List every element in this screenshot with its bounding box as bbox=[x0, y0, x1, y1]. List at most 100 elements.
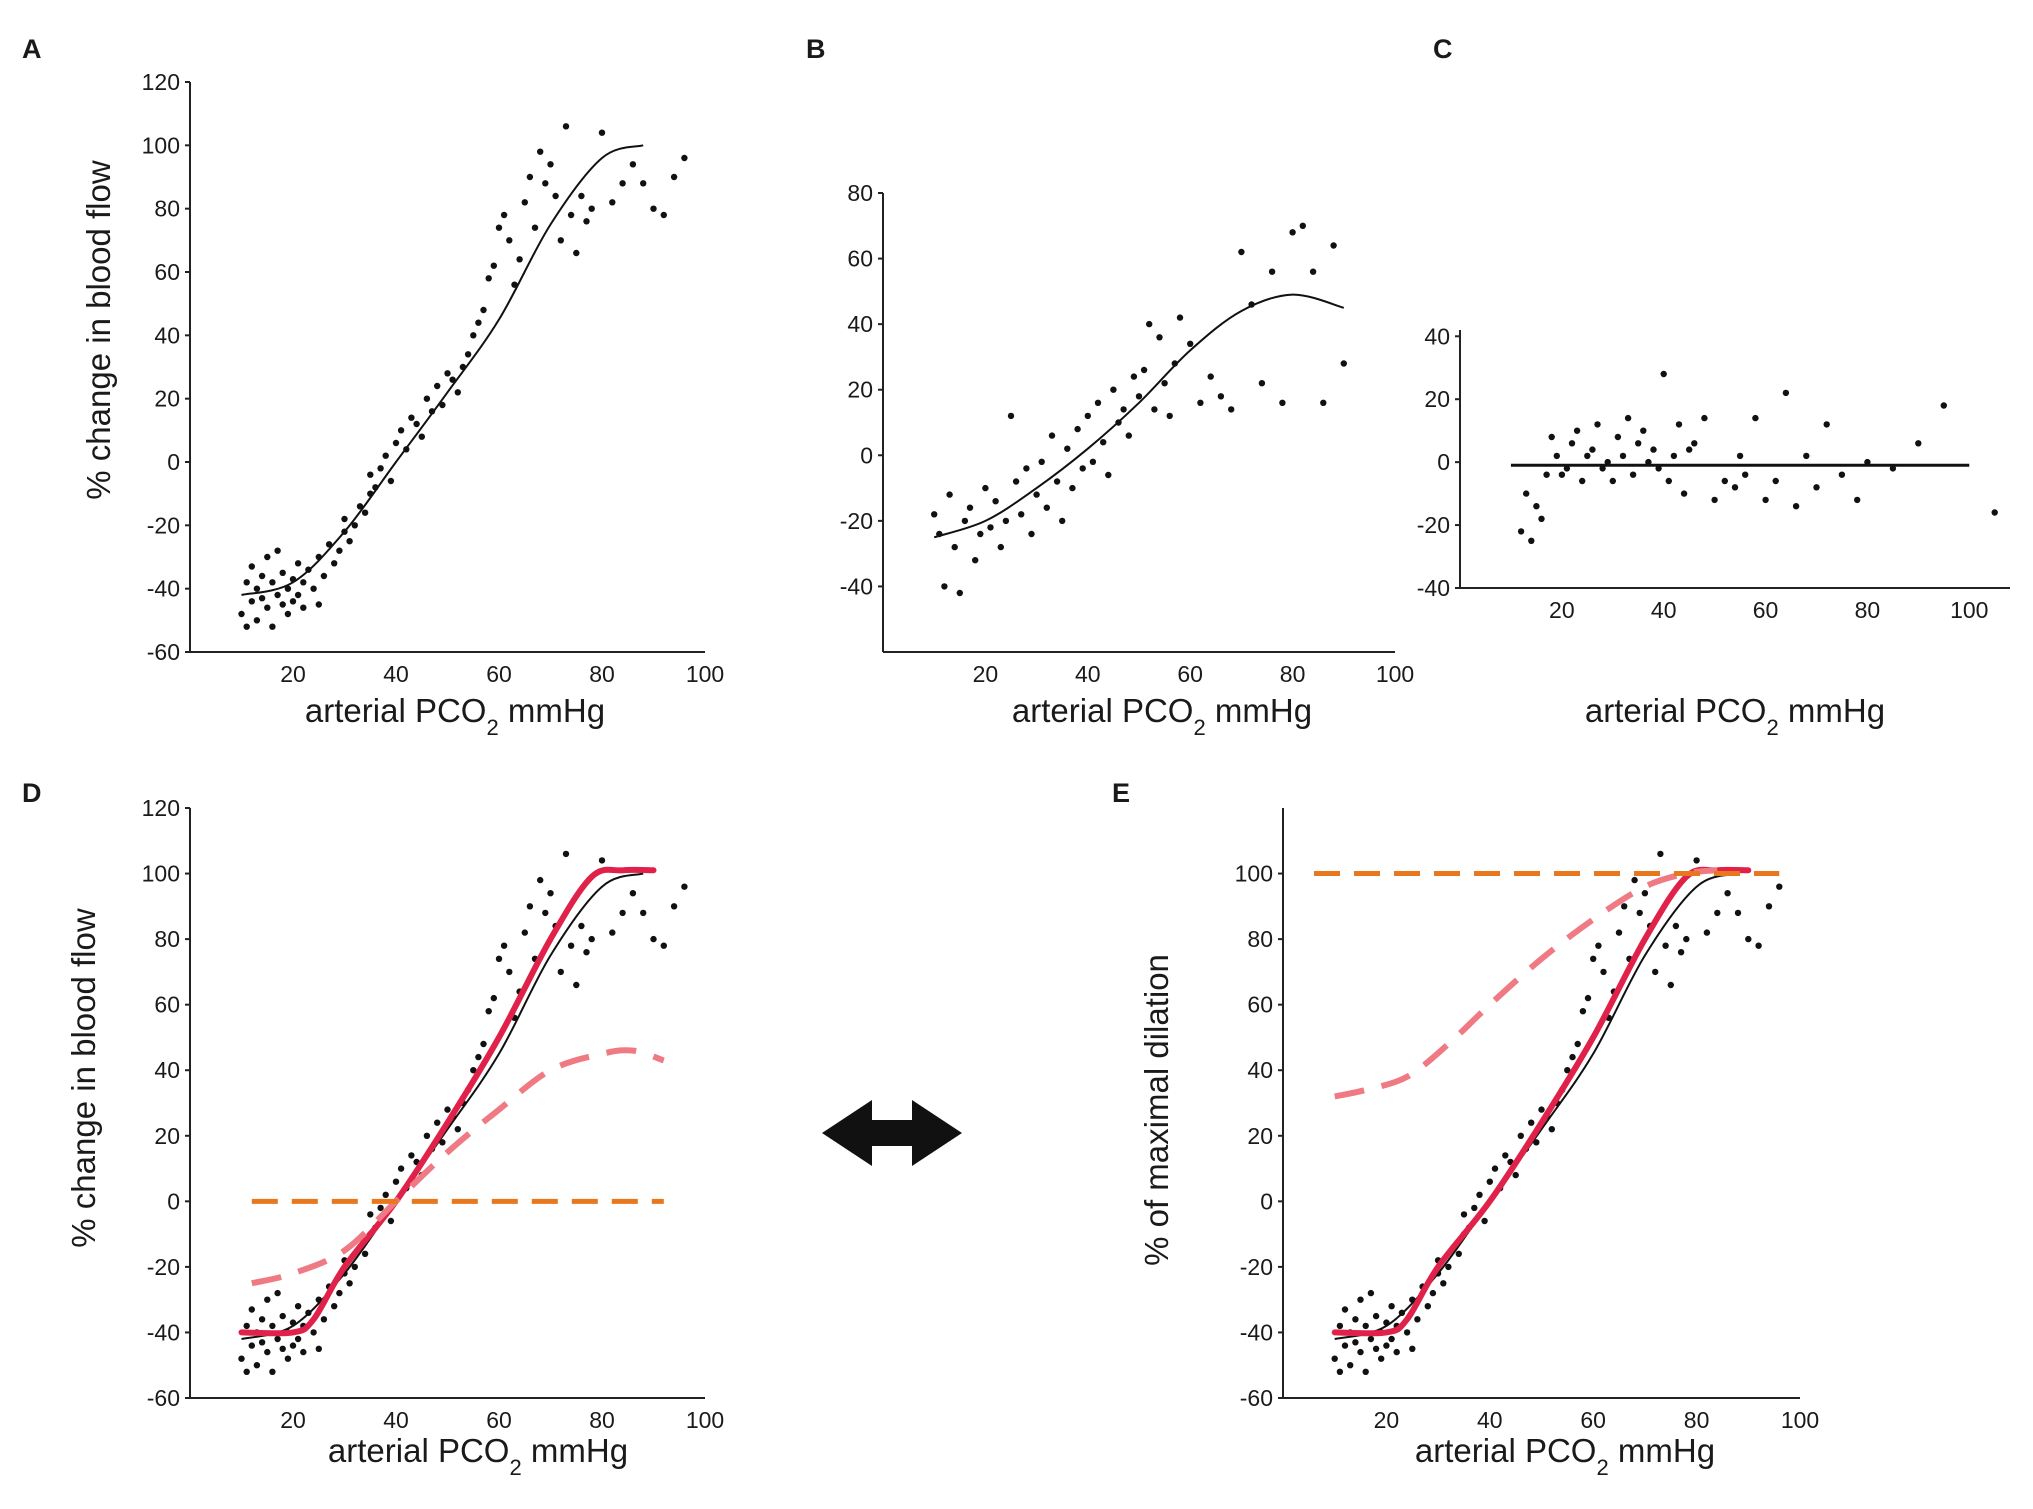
data-point bbox=[1012, 478, 1020, 485]
y-tick-label: 20 bbox=[847, 377, 873, 403]
panel-b: B arterial PCO2 mmHg -40 -20 0 20 40 60 80 20 40… bbox=[806, 34, 1414, 740]
x-tick-label: 40 bbox=[383, 661, 409, 687]
data-point bbox=[1403, 1329, 1411, 1336]
y-tick-label: 40 bbox=[1247, 1057, 1273, 1083]
y-tick-label: 20 bbox=[154, 386, 180, 412]
data-point bbox=[1686, 446, 1693, 453]
data-point bbox=[557, 237, 564, 244]
data-point bbox=[1414, 1316, 1421, 1323]
data-point bbox=[1752, 414, 1759, 422]
data-point bbox=[264, 604, 271, 611]
data-point bbox=[1731, 484, 1739, 491]
data-point bbox=[997, 543, 1004, 551]
data-point bbox=[992, 498, 999, 505]
double-headed-arrow-icon bbox=[822, 1100, 962, 1166]
data-point bbox=[258, 1316, 266, 1323]
data-point bbox=[1517, 1132, 1525, 1140]
data-point bbox=[1393, 1348, 1400, 1356]
data-point bbox=[650, 935, 657, 943]
data-point bbox=[1053, 478, 1061, 485]
data-point bbox=[331, 1303, 338, 1310]
data-point bbox=[248, 563, 255, 570]
data-point bbox=[423, 395, 431, 402]
data-point bbox=[1331, 1355, 1338, 1362]
data-point bbox=[243, 1368, 250, 1376]
data-point bbox=[269, 623, 276, 630]
data-point bbox=[264, 1348, 271, 1356]
data-point bbox=[588, 205, 595, 212]
data-point bbox=[1105, 471, 1112, 479]
data-point bbox=[1792, 503, 1800, 510]
y-axis-label-d: % change in blood flow bbox=[65, 908, 102, 1248]
data-point bbox=[956, 589, 963, 597]
data-point bbox=[243, 1322, 250, 1330]
data-point bbox=[346, 1280, 353, 1287]
data-point bbox=[1486, 1178, 1494, 1185]
data-point bbox=[1594, 421, 1601, 428]
data-point bbox=[485, 1008, 492, 1015]
data-point bbox=[367, 471, 374, 478]
data-point bbox=[397, 1165, 405, 1172]
data-point bbox=[987, 524, 994, 531]
data-point bbox=[931, 511, 938, 518]
data-point bbox=[1650, 446, 1657, 453]
data-point bbox=[1675, 421, 1683, 428]
data-point bbox=[495, 224, 503, 231]
data-point bbox=[1614, 433, 1622, 441]
data-point bbox=[1228, 406, 1235, 413]
data-point bbox=[1517, 528, 1525, 535]
data-point bbox=[413, 420, 420, 428]
plot-area-d: -60 -40 -20 0 20 40 60 80 100 120 20 40 60 80 100 bbox=[142, 795, 725, 1433]
data-point bbox=[269, 579, 276, 586]
panel-letter-d: D bbox=[22, 778, 42, 808]
data-point bbox=[1533, 503, 1540, 510]
data-point bbox=[1563, 465, 1571, 472]
data-point bbox=[300, 1348, 307, 1356]
data-point bbox=[1424, 1303, 1432, 1310]
data-point bbox=[1372, 1312, 1380, 1320]
y-tick-label: 0 bbox=[1437, 449, 1450, 475]
plot-area-a: -60 -40 -20 0 20 40 60 80 100 120 20 40 60 80 100 bbox=[142, 69, 725, 687]
y-tick-label: 20 bbox=[1424, 386, 1450, 412]
data-point bbox=[1742, 471, 1749, 478]
data-point bbox=[1038, 458, 1045, 465]
data-point bbox=[547, 161, 554, 168]
data-point bbox=[1636, 909, 1643, 917]
data-point bbox=[1352, 1339, 1359, 1346]
fit-curve-black bbox=[241, 872, 644, 1340]
x-tick-label: 20 bbox=[280, 661, 306, 687]
data-point bbox=[382, 1191, 389, 1199]
data-point bbox=[506, 237, 513, 244]
data-point bbox=[562, 123, 570, 130]
data-point bbox=[1455, 1250, 1463, 1258]
data-point bbox=[660, 211, 667, 219]
x-tick-label: 80 bbox=[589, 661, 615, 687]
y-tick-label: -40 bbox=[1240, 1319, 1273, 1345]
data-point bbox=[1584, 452, 1591, 460]
data-point bbox=[475, 319, 482, 326]
data-point bbox=[1604, 458, 1611, 466]
data-point bbox=[966, 504, 974, 511]
data-point bbox=[557, 968, 564, 976]
data-point bbox=[1002, 517, 1010, 525]
data-point bbox=[408, 414, 415, 421]
data-point bbox=[1340, 360, 1348, 367]
data-point bbox=[253, 585, 261, 592]
data-point bbox=[1156, 334, 1163, 341]
x-tick-label: 40 bbox=[1651, 597, 1677, 623]
x-tick-label: 60 bbox=[1177, 661, 1203, 687]
data-point bbox=[1059, 517, 1066, 525]
y-tick-label: 40 bbox=[847, 311, 873, 337]
y-tick-label: -20 bbox=[147, 512, 180, 538]
data-point bbox=[248, 1342, 255, 1349]
data-point bbox=[1660, 370, 1667, 378]
data-point bbox=[1553, 452, 1561, 460]
y-tick-label: -40 bbox=[840, 573, 873, 599]
data-point bbox=[1074, 425, 1081, 433]
data-point bbox=[1915, 440, 1922, 447]
data-point bbox=[294, 1303, 302, 1310]
data-point bbox=[377, 465, 384, 472]
data-point bbox=[542, 909, 549, 917]
y-tick-label: 40 bbox=[1424, 323, 1450, 349]
data-point bbox=[480, 306, 487, 314]
